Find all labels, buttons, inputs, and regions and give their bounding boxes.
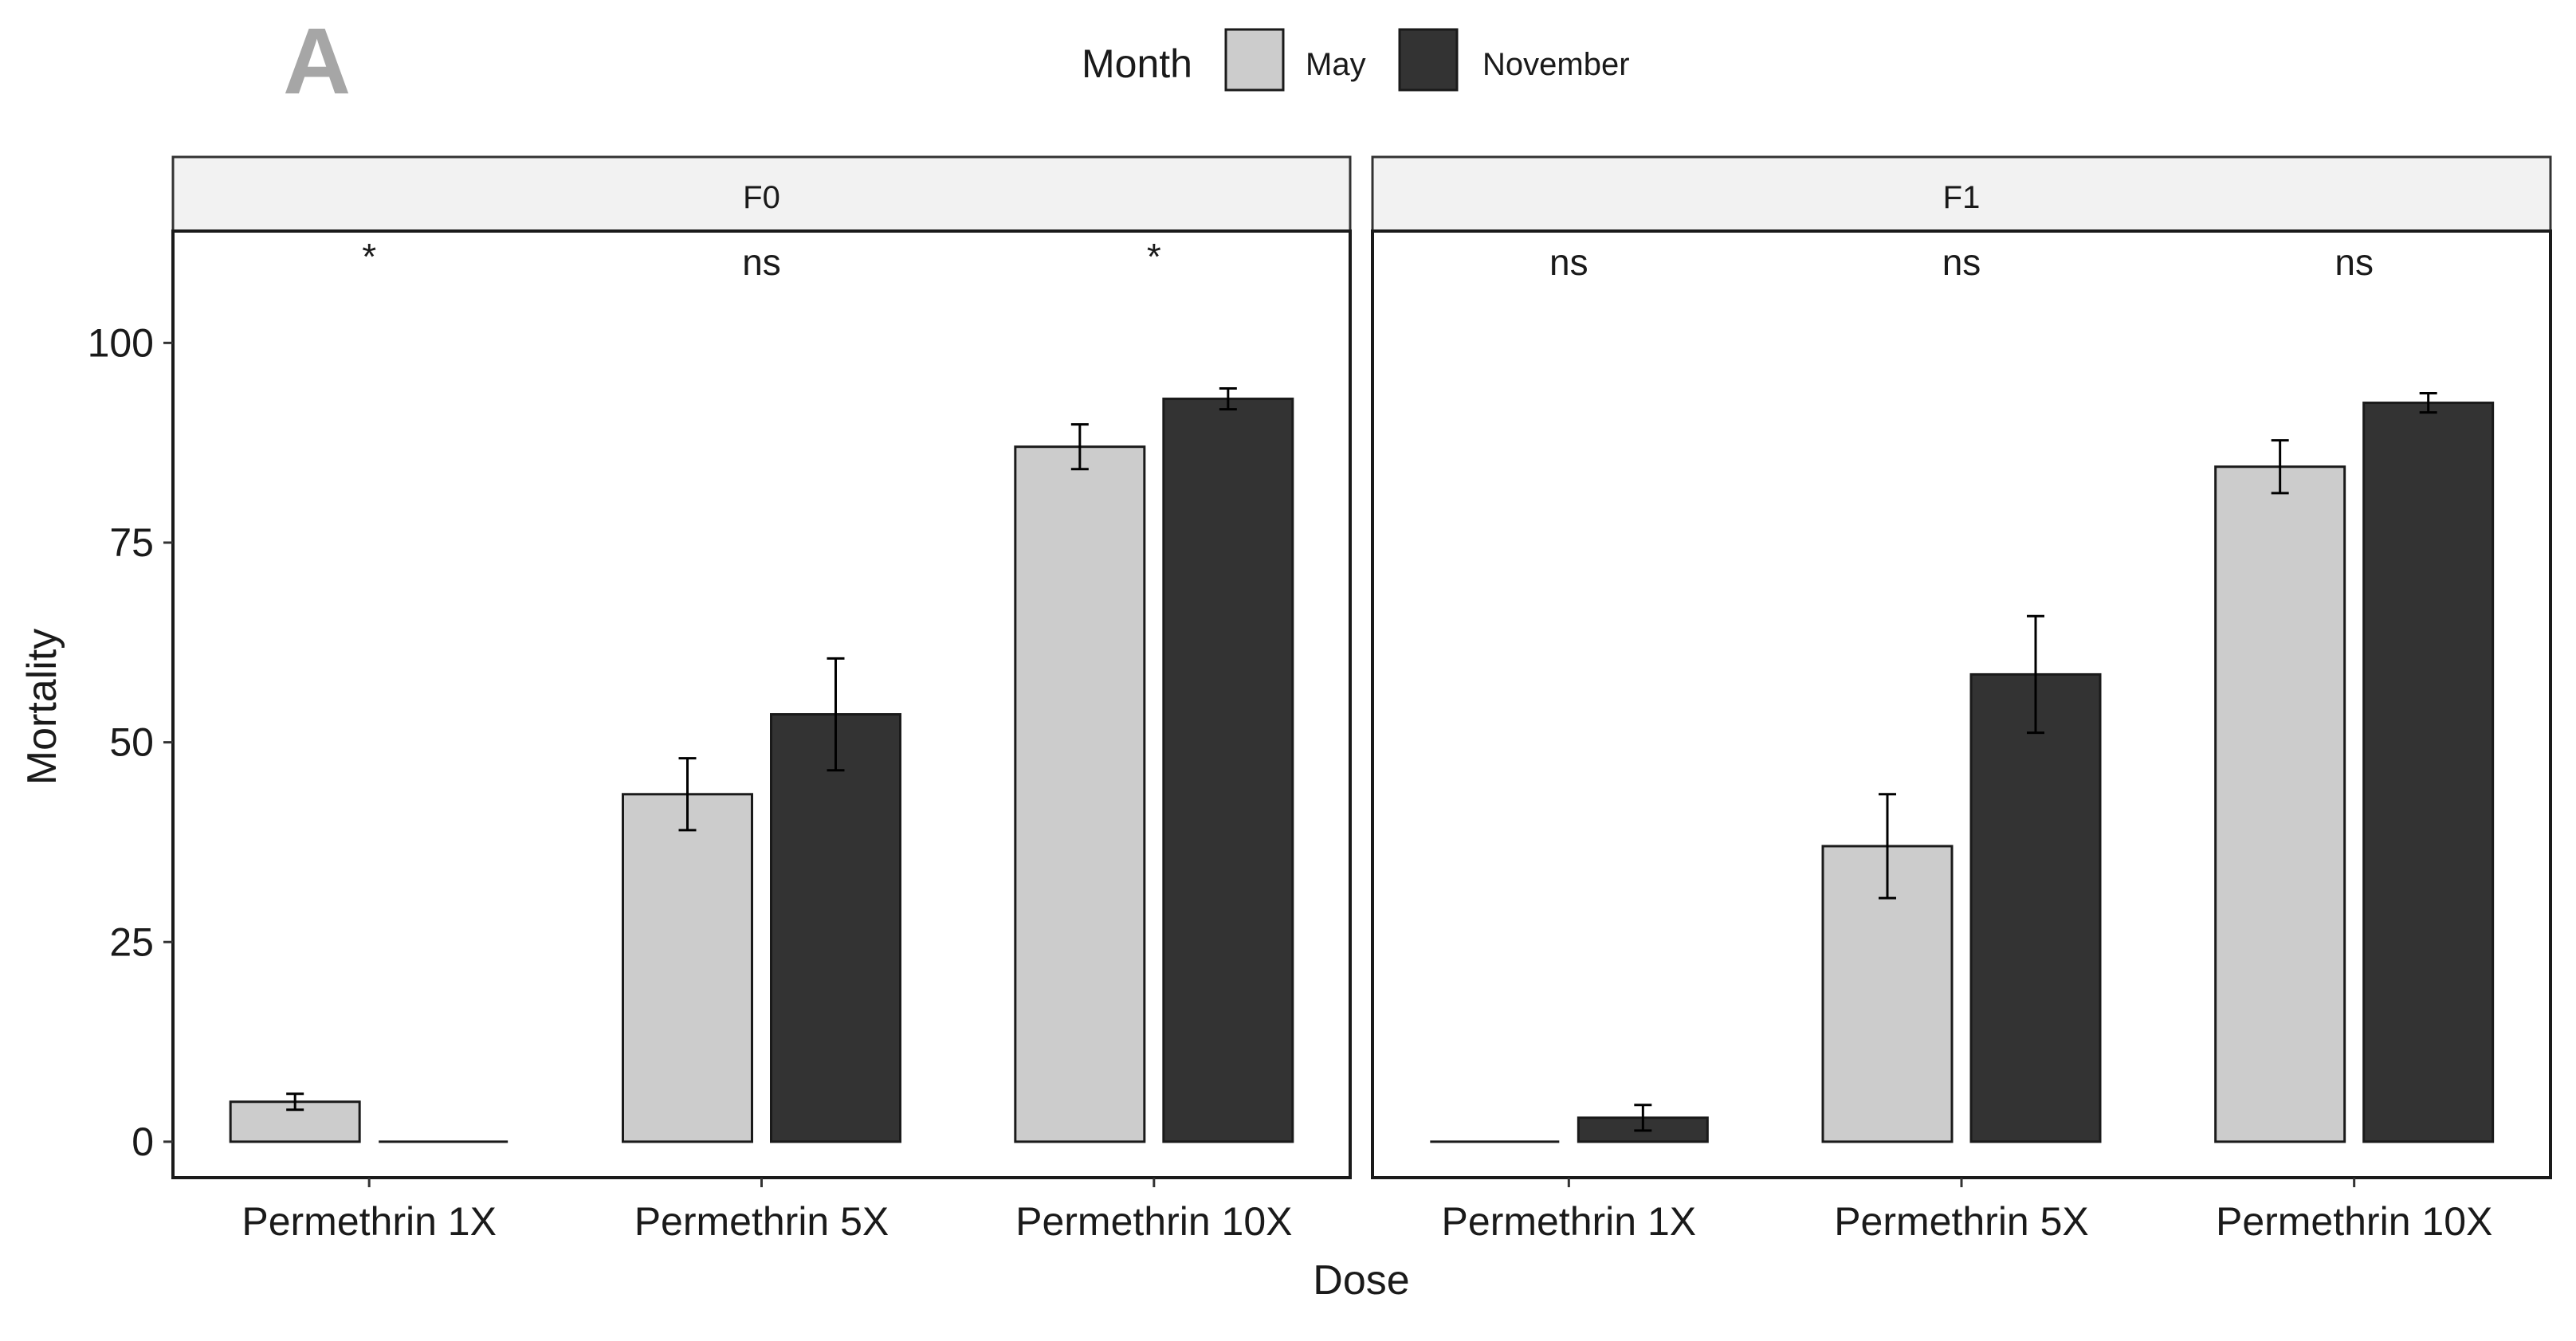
error-bar-f0-may-1	[286, 1092, 304, 1112]
y-tick-label: 75	[109, 520, 154, 565]
significance-label-f0-2: ns	[742, 241, 781, 283]
facet-panel-f0: F0 * ns * Permethrin 1X Permethrin 5X Permethr…	[88, 155, 1352, 1244]
legend-key-may	[1224, 28, 1285, 92]
significance-label-f0-1: *	[362, 236, 376, 277]
facet-panel-f1: F1 ns ns ns Permethrin 1X Permethrin 5X Permet…	[1371, 155, 2552, 1244]
bar-f1-november-2	[1969, 672, 2102, 1143]
chart-panels: F0 * ns * Permethrin 1X Permethrin 5X Permethr…	[88, 155, 2552, 1244]
x-tick-label: Permethrin 5X	[634, 1199, 889, 1244]
facet-strip-label-f1: F1	[1943, 180, 1981, 215]
error-bar-f1-november-1	[1634, 1104, 1652, 1132]
error-bar-f0-november-3	[1219, 386, 1237, 411]
x-tick-label: Permethrin 1X	[242, 1199, 497, 1244]
significance-label-f1-3: ns	[2334, 241, 2374, 283]
y-tick-label: 100	[88, 320, 154, 365]
error-bar-f1-may-2	[1879, 793, 1896, 900]
x-tick-label: Permethrin 10X	[1015, 1199, 1292, 1244]
error-bar-f0-may-2	[678, 757, 697, 832]
significance-label-f1-1: ns	[1549, 241, 1588, 283]
significance-label-f0-3: *	[1147, 236, 1161, 277]
error-bar-f1-may-3	[2271, 439, 2289, 495]
legend-title: Month	[1082, 41, 1192, 86]
y-tick-label: 0	[132, 1119, 154, 1164]
error-bar-f1-november-3	[2419, 392, 2437, 414]
error-bar-f0-november-2	[827, 657, 845, 772]
x-axis-title: Dose	[1313, 1257, 1409, 1304]
bar-f1-may-3	[2214, 465, 2346, 1143]
bar-f0-november-3	[1162, 398, 1294, 1143]
x-tick-label: Permethrin 10X	[2216, 1199, 2492, 1244]
panel-label: A	[283, 9, 351, 114]
y-tick-label: 50	[109, 720, 154, 765]
facet-strip-f0	[171, 155, 1352, 233]
legend-label-november: November	[1482, 47, 1630, 82]
y-tick-label: 25	[109, 919, 154, 964]
facet-strip-label-f0: F0	[743, 180, 780, 215]
x-tick-label: Permethrin 5X	[1834, 1199, 2089, 1244]
error-bar-f1-november-2	[2027, 614, 2044, 735]
bar-f0-may-2	[622, 793, 753, 1143]
legend-key-november	[1398, 28, 1459, 92]
legend-label-may: May	[1306, 47, 1366, 82]
bar-f0-may-3	[1014, 445, 1146, 1143]
legend: Month May November	[1082, 28, 1630, 92]
facet-strip-f1	[1371, 155, 2552, 233]
x-tick-label: Permethrin 1X	[1442, 1199, 1697, 1244]
significance-label-f1-2: ns	[1942, 241, 1981, 283]
y-axis-title: Mortality	[19, 629, 65, 785]
error-bar-f0-may-3	[1070, 423, 1089, 471]
bar-f1-november-3	[2362, 402, 2495, 1143]
bar-f0-november-2	[770, 713, 901, 1143]
